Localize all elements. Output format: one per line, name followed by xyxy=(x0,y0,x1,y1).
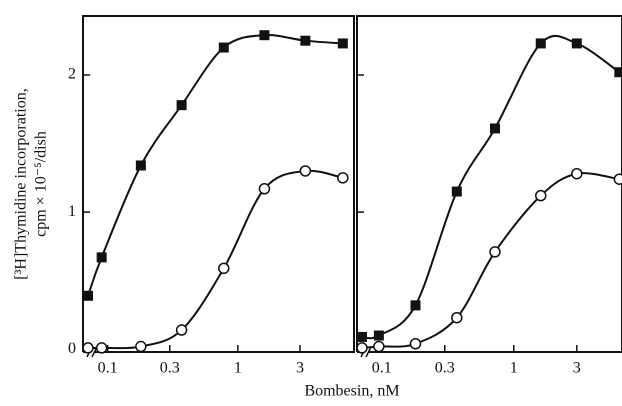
circle-marker xyxy=(613,173,622,185)
square-marker xyxy=(357,331,367,342)
square-marker xyxy=(614,67,622,78)
square-marker xyxy=(300,35,311,46)
circle-marker xyxy=(356,342,368,354)
y-axis-label: [³H]Thymidine incorporation, xyxy=(13,88,30,279)
square-marker xyxy=(571,38,582,49)
circle-marker xyxy=(535,189,547,202)
circle-marker xyxy=(95,342,108,354)
x-tick-label: 1 xyxy=(234,360,242,377)
circle-marker xyxy=(135,340,147,353)
data-line xyxy=(87,34,343,297)
circle-marker xyxy=(451,311,463,324)
square-marker xyxy=(135,160,146,171)
x-tick-label: 1 xyxy=(510,360,518,377)
square-marker xyxy=(176,100,187,111)
data-line xyxy=(361,172,620,349)
square-marker xyxy=(218,42,229,53)
square-marker xyxy=(489,123,500,134)
square-marker xyxy=(451,186,462,197)
y-tick-label: 2 xyxy=(68,66,76,83)
x-tick-label: 0.3 xyxy=(160,360,180,377)
square-marker xyxy=(96,252,107,263)
circle-marker xyxy=(409,338,422,350)
square-marker xyxy=(535,38,546,49)
x-axis-label: Bombesin, nM xyxy=(304,383,399,400)
x-tick-label: 3 xyxy=(573,360,581,377)
circle-marker xyxy=(258,183,271,195)
square-marker xyxy=(337,38,348,49)
x-tick-label: 0.1 xyxy=(372,360,392,377)
panel-frame xyxy=(82,15,355,353)
circle-marker xyxy=(218,262,230,275)
circle-marker xyxy=(373,340,385,353)
y-axis-label: cpm × 10⁻⁵/dish xyxy=(33,131,50,237)
y-tick-label: 1 xyxy=(68,203,76,220)
y-tick-label: 0 xyxy=(68,340,76,357)
square-marker xyxy=(259,30,270,41)
x-tick-label: 0.1 xyxy=(98,360,118,377)
data-line xyxy=(361,34,620,340)
circle-marker xyxy=(489,246,501,258)
circle-marker xyxy=(175,324,188,336)
circle-marker xyxy=(337,172,349,184)
x-tick-label: 3 xyxy=(296,360,304,377)
square-marker xyxy=(83,290,93,301)
square-marker xyxy=(410,300,421,311)
panel-frame xyxy=(356,15,622,353)
circle-marker xyxy=(299,165,312,177)
circle-marker xyxy=(571,167,583,180)
circle-marker xyxy=(82,342,94,354)
x-tick-label: 0.3 xyxy=(435,360,455,377)
square-marker xyxy=(373,330,384,341)
